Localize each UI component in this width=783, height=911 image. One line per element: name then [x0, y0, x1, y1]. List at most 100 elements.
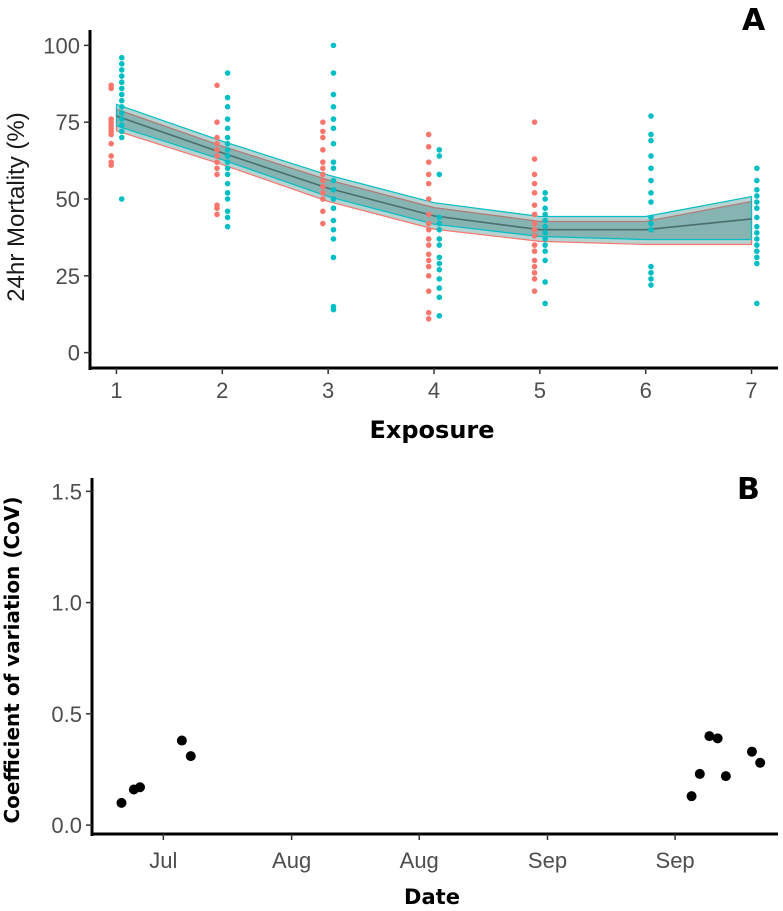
panel-b-y-tick-label: 0.0 [51, 813, 82, 838]
panel-a-y-tick-label: 100 [43, 33, 80, 58]
panel-a-point-group1 [214, 140, 220, 147]
panel-a-point-group2 [542, 248, 548, 255]
panel-a-point-group1 [320, 119, 326, 125]
panel-a-point-group2 [330, 104, 337, 110]
panel-a-point-group2 [224, 208, 231, 215]
panel-b-x-tick-label: Aug [400, 848, 439, 873]
panel-a-y-axis-title: 24hr Mortality (%) [3, 112, 30, 301]
panel-a-point-group2 [542, 196, 548, 202]
panel-a-point-group2 [648, 263, 654, 270]
panel-a-point-group2 [754, 230, 760, 236]
panel-a-point-group1 [531, 202, 538, 208]
panel-a-point-group1 [425, 316, 432, 322]
panel-a-point-group1 [214, 171, 220, 178]
panel-b-point [746, 746, 757, 757]
panel-a-point-group1 [531, 226, 538, 233]
panel-a-point-group1 [214, 159, 220, 165]
panel-a-point-group1 [531, 257, 538, 264]
panel-a-point-group1 [531, 220, 538, 227]
panel-a-point-group2 [648, 220, 654, 227]
panel-a-label: A [742, 3, 766, 38]
panel-b-x-tick-label: Aug [272, 848, 311, 873]
panel-a-point-group1 [425, 273, 432, 279]
panel-a-point-group2 [542, 236, 548, 242]
panel-a-point-group1 [320, 128, 326, 135]
panel-a-point-group1 [108, 159, 114, 165]
panel-a-point-group2 [118, 67, 125, 73]
panel-a-point-group2 [648, 214, 654, 221]
panel-a-point-group1 [425, 159, 432, 165]
panel-a-point-group2 [224, 125, 231, 132]
panel-a-point-group2 [648, 177, 654, 184]
panel-a-point-group1 [425, 288, 432, 294]
panel-a-point-group2 [330, 42, 337, 49]
panel-b-x-tick-label: Sep [656, 848, 695, 873]
panel-a-point-group2 [224, 70, 231, 76]
panel-a-point-group2 [542, 211, 548, 218]
panel-a-point-group2 [224, 171, 231, 178]
panel-a-point-group1 [425, 263, 432, 270]
panel-a-point-group1 [214, 134, 220, 141]
panel-b-x-axis-title: Date [404, 885, 460, 909]
panel-a-point-group2 [754, 248, 760, 255]
panel-a-point-group2 [330, 70, 337, 76]
panel-a-point-group1 [108, 153, 114, 159]
panel-b-point [176, 735, 187, 746]
panel-a-point-group1 [320, 220, 326, 227]
panel-a-y-tick-label: 50 [56, 187, 80, 212]
panel-a-point-group1 [425, 180, 432, 187]
panel-b-y-tick-label: 1.5 [51, 479, 82, 504]
panel-b-y-tick-label: 0.5 [51, 702, 82, 727]
panel-a-point-group2 [542, 223, 548, 230]
panel-b-x-tick-label: Sep [528, 848, 567, 873]
panel-a-fit-line [116, 115, 752, 231]
panel-a-point-group2 [224, 134, 231, 141]
panel-a-point-group2 [118, 91, 125, 98]
panel-b-point [755, 757, 766, 768]
panel-a-point-group2 [436, 254, 443, 261]
panel-a-point-group1 [320, 134, 326, 141]
panel-a-point-group2 [542, 300, 548, 307]
panel-a-point-group1 [320, 208, 326, 215]
panel-a-point-group2 [330, 217, 337, 224]
panel-a-point-group1 [531, 269, 538, 276]
panel-a-point-group2 [754, 214, 760, 221]
panel-a-point-group1 [320, 147, 326, 153]
panel-a-point-group2 [224, 159, 231, 165]
panel-a-point-group1 [214, 202, 220, 208]
panel-a-point-group2 [542, 279, 548, 285]
panel-a-x-tick-label: 7 [745, 378, 757, 403]
panel-b-point [185, 751, 196, 762]
panel-a-point-group2 [436, 236, 443, 242]
panel-a-point-group1 [425, 257, 432, 264]
panel-a-point-group2 [224, 214, 231, 221]
panel-a-point-group1 [531, 263, 538, 270]
panel-b-point [116, 797, 127, 808]
panel-a-x-axis-title: Exposure [369, 416, 494, 444]
panel-a-point-group2 [224, 180, 231, 187]
panel-a-y-tick-label: 0 [68, 341, 80, 366]
panel-a-point-group2 [224, 165, 231, 172]
panel-a-point-group2 [330, 205, 337, 212]
panel-a-point-group2 [118, 97, 125, 104]
panel-a-point-group2 [648, 269, 654, 276]
panel-a-point-group2 [224, 153, 231, 159]
panel-a-point-group1 [320, 190, 326, 196]
panel-a-point-group2 [436, 226, 443, 233]
panel-a-x-tick-label: 2 [216, 378, 228, 403]
panel-a-point-group1 [320, 159, 326, 165]
panel-a-point-group1 [214, 165, 220, 172]
panel-a-point-group1 [425, 220, 432, 227]
panel-a-point-group2 [330, 140, 337, 147]
panel-a-point-group2 [648, 190, 654, 196]
panel-a-point-group2 [436, 276, 443, 282]
panel-a-point-group2 [754, 177, 760, 184]
panel-a-point-group1 [425, 309, 432, 316]
panel-a-point-group2 [224, 223, 231, 230]
panel-a-point-group2 [648, 131, 654, 138]
panel-a-point-group1 [531, 288, 538, 294]
panel-b: B Coefficient of variation (CoV) Date 0.… [0, 472, 778, 909]
panel-a-point-group2 [754, 236, 760, 242]
panel-a-point-group2 [330, 116, 337, 122]
panel-a-point-group2 [648, 226, 654, 233]
